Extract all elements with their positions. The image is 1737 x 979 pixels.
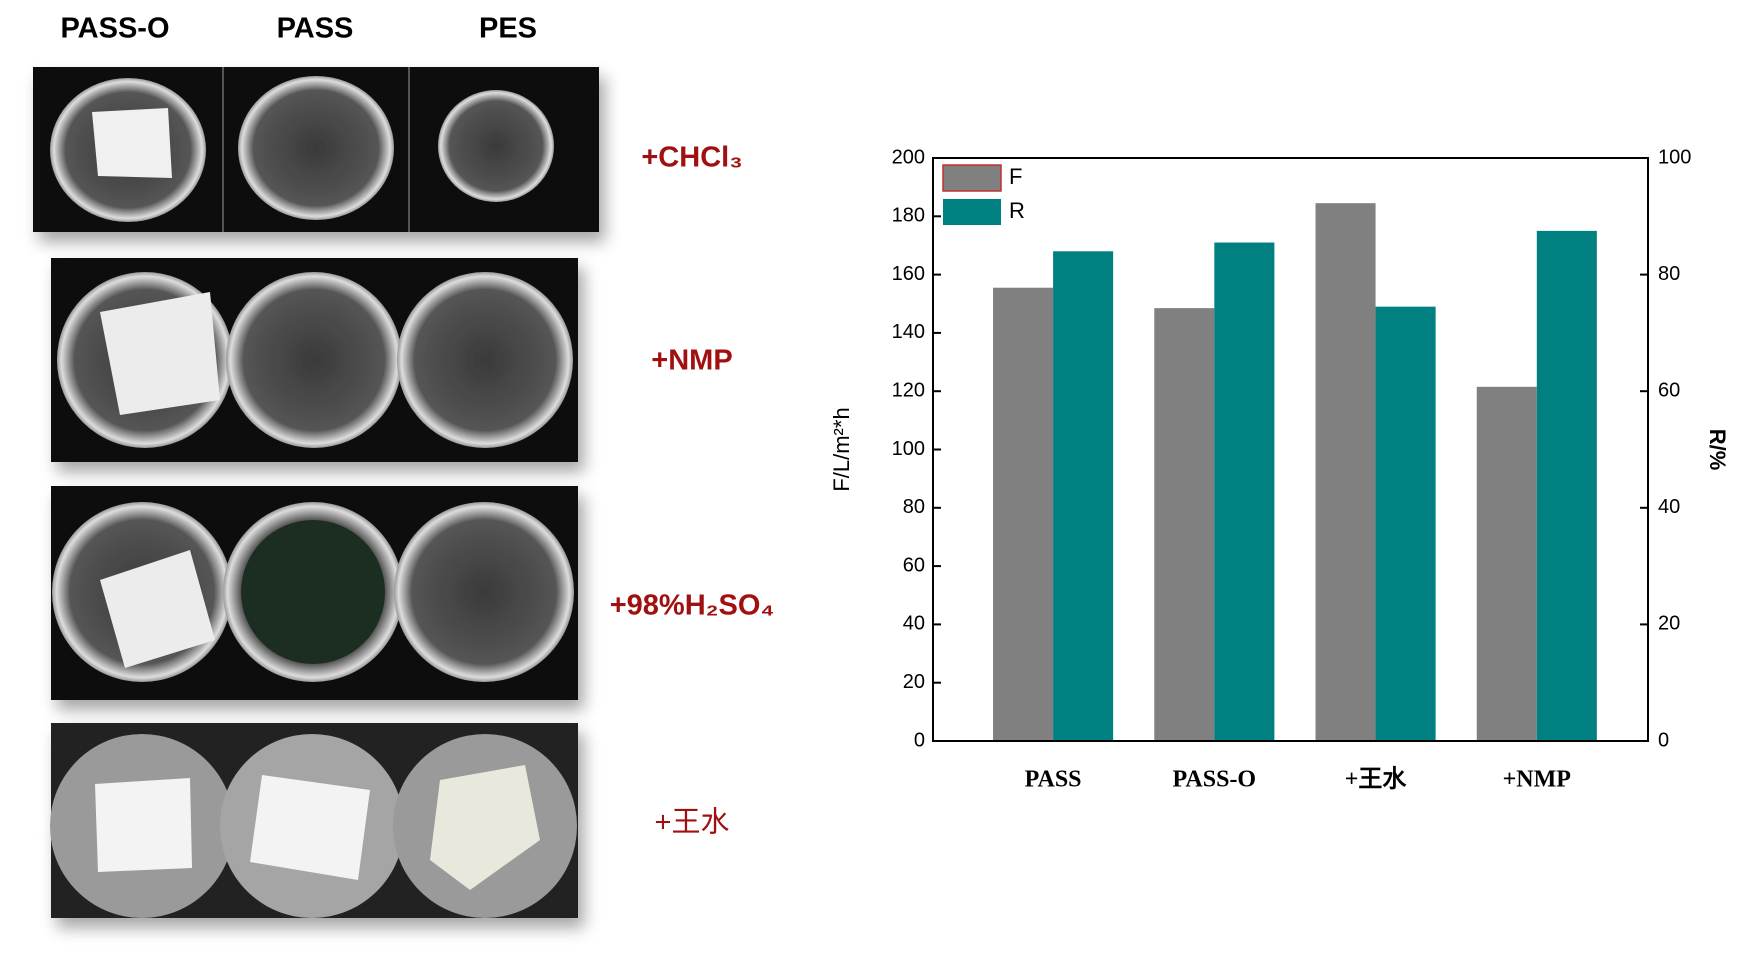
x-tick-label: +王水 bbox=[1345, 766, 1408, 793]
y2-tick-label: 40 bbox=[1658, 496, 1680, 518]
y-tick-label: 60 bbox=[903, 554, 925, 576]
column-header: PASS-O bbox=[60, 13, 169, 45]
bar bbox=[1315, 203, 1376, 741]
y-axis-label: F/L/m²*h bbox=[829, 407, 854, 491]
photo bbox=[50, 723, 578, 918]
bar bbox=[1375, 306, 1436, 741]
bar bbox=[1154, 308, 1215, 741]
photo bbox=[51, 258, 578, 462]
y-tick-label: 40 bbox=[903, 613, 925, 635]
y-tick-label: 20 bbox=[903, 671, 925, 693]
column-header: PES bbox=[479, 13, 537, 45]
photo bbox=[51, 486, 578, 700]
legend-swatch bbox=[943, 199, 1001, 225]
y-tick-label: 160 bbox=[892, 263, 925, 285]
y-tick-label: 80 bbox=[903, 496, 925, 518]
y-tick-label: 180 bbox=[892, 205, 925, 227]
y2-tick-label: 0 bbox=[1658, 729, 1669, 751]
bar bbox=[1053, 251, 1114, 741]
x-tick-label: PASS bbox=[1025, 767, 1082, 793]
legend-label: F bbox=[1009, 164, 1022, 189]
photo bbox=[33, 67, 599, 232]
x-tick-label: +NMP bbox=[1503, 767, 1571, 793]
bar bbox=[1476, 386, 1537, 741]
row-label: +98%H₂SO₄ bbox=[610, 590, 775, 622]
y-tick-label: 120 bbox=[892, 379, 925, 401]
y2-tick-label: 80 bbox=[1658, 263, 1680, 285]
chart: 0 20 40 60 80 100 120 140 160 180 200 0 20 40 60 80 100 P… bbox=[829, 146, 1730, 792]
y2-tick-label: 100 bbox=[1658, 146, 1691, 168]
row-label: +NMP bbox=[651, 345, 732, 377]
y-tick-label: 200 bbox=[892, 146, 925, 168]
column-header: PASS bbox=[277, 13, 354, 45]
y-tick-label: 100 bbox=[892, 438, 925, 460]
row-label: +王水 bbox=[655, 806, 730, 839]
x-tick-label: PASS-O bbox=[1173, 767, 1257, 793]
y2-tick-label: 20 bbox=[1658, 613, 1680, 635]
bar bbox=[1214, 242, 1275, 741]
row-label: +CHCl₃ bbox=[641, 142, 742, 174]
legend-swatch bbox=[942, 164, 1002, 192]
y2-tick-label: 60 bbox=[1658, 379, 1680, 401]
y2-axis-label: R/% bbox=[1705, 429, 1730, 471]
legend-label: R bbox=[1009, 198, 1025, 223]
y-tick-label: 140 bbox=[892, 321, 925, 343]
bar bbox=[1536, 230, 1597, 741]
photos: PASS-O PASS PES bbox=[33, 13, 774, 918]
y-tick-label: 0 bbox=[914, 729, 925, 751]
bar bbox=[993, 287, 1054, 741]
